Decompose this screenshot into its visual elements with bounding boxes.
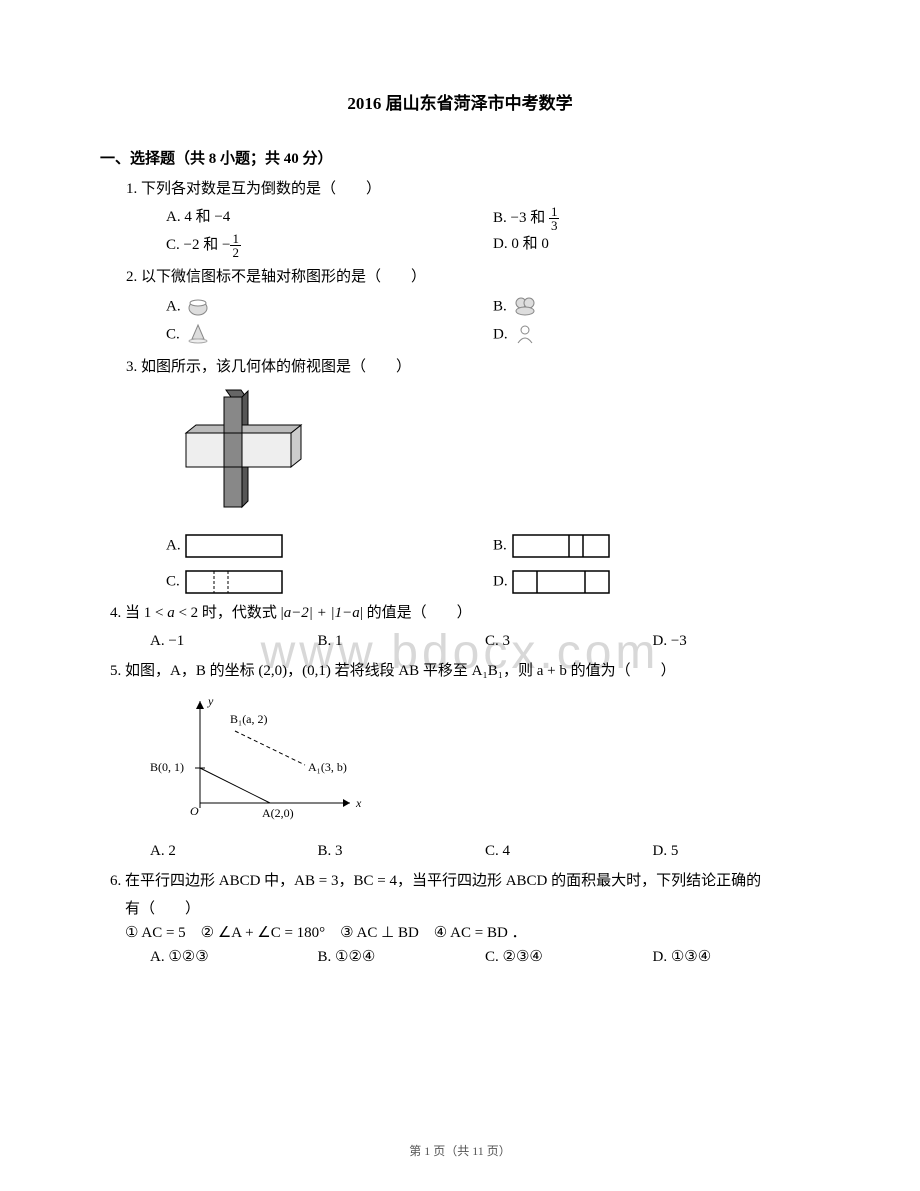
q4-opts: A. −1 B. 1 C. 3 D. −3 bbox=[150, 629, 820, 653]
q3-c-label: C. bbox=[166, 574, 180, 590]
q2-b-label: B. bbox=[493, 299, 507, 315]
q1-opt-a: A. 4 和 −4 bbox=[166, 205, 493, 232]
q3-opt-a: A. bbox=[166, 533, 493, 559]
q5-label-B: B(0, 1) bbox=[150, 760, 184, 774]
q1-row1: A. 4 和 −4 B. −3 和 13 bbox=[166, 205, 820, 232]
q5-label-A: A(2,0) bbox=[262, 806, 294, 820]
q1-row2: C. −2 和 −12 D. 0 和 0 bbox=[166, 232, 820, 259]
q3-a-label: A. bbox=[166, 538, 181, 554]
q5-graph-svg: O x y B(0, 1) A(2,0) B₁(a, 2) A₁(3, b) bbox=[140, 693, 380, 823]
q1-opt-d: D. 0 和 0 bbox=[493, 232, 820, 259]
q5-label-o: O bbox=[190, 804, 199, 818]
q2-text: 2. 以下微信图标不是轴对称图形的是（ ） bbox=[126, 265, 820, 289]
q2-row1: A. B. bbox=[166, 293, 820, 321]
q6-opt-b: B. ①②④ bbox=[318, 945, 486, 969]
q4-opt-d: D. −3 bbox=[653, 629, 821, 653]
q5-opt-b: B. 3 bbox=[318, 839, 486, 863]
q1-b-den: 3 bbox=[549, 219, 560, 232]
q5-opts: A. 2 B. 3 C. 4 D. 5 bbox=[150, 839, 820, 863]
q2-opt-a: A. bbox=[166, 293, 493, 321]
q3-b-label: B. bbox=[493, 538, 507, 554]
q4-opt-c: C. 3 bbox=[485, 629, 653, 653]
q6-line1-span: 6. 在平行四边形 ABCD 中，AB = 3，BC = 4，当平行四边形 AB… bbox=[110, 873, 761, 889]
question-3: 3. 如图所示，该几何体的俯视图是（ ） A. bbox=[126, 355, 820, 595]
q3-d-label: D. bbox=[493, 574, 508, 590]
q4-opt-b: B. 1 bbox=[318, 629, 486, 653]
q5-opt-a: A. 2 bbox=[150, 839, 318, 863]
page-footer: 第 1 页（共 11 页） bbox=[0, 1142, 920, 1161]
q4-opt-a: A. −1 bbox=[150, 629, 318, 653]
q2-row2: C. D. bbox=[166, 321, 820, 349]
q2-opt-d: D. bbox=[493, 321, 820, 349]
q6-opt-a: A. ①②③ bbox=[150, 945, 318, 969]
q1-c-num: 1 bbox=[230, 232, 241, 246]
zhong-3d-icon bbox=[166, 385, 316, 515]
q1-c-den: 2 bbox=[230, 246, 241, 259]
q1-b-pre: B. −3 和 bbox=[493, 210, 549, 226]
q2-d-label: D. bbox=[493, 327, 508, 343]
section-1-header: 一、选择题（共 8 小题；共 40 分） bbox=[100, 147, 820, 171]
q4-pre: 4. 当 1 < bbox=[110, 605, 167, 621]
page-content: 2016 届山东省菏泽市中考数学 一、选择题（共 8 小题；共 40 分） 1.… bbox=[100, 90, 820, 969]
question-1: 1. 下列各对数是互为倒数的是（ ） A. 4 和 −4 B. −3 和 13 … bbox=[126, 177, 820, 259]
q5-graph: O x y B(0, 1) A(2,0) B₁(a, 2) A₁(3, b) bbox=[140, 693, 820, 831]
q2-c-label: C. bbox=[166, 327, 180, 343]
q2-opt-b: B. bbox=[493, 293, 820, 321]
q4-expr: a−2| + |1−a bbox=[284, 605, 360, 621]
q4-var-a: a bbox=[167, 605, 175, 621]
question-2: 2. 以下微信图标不是轴对称图形的是（ ） A. B. C. bbox=[126, 265, 820, 349]
question-4: 4. 当 1 < a < 2 时，代数式 |a−2| + |1−a| 的值是（ … bbox=[110, 601, 820, 653]
q3-opt-b: B. bbox=[493, 533, 820, 559]
q6-opt-c: C. ②③④ bbox=[485, 945, 653, 969]
q1-opt-b: B. −3 和 13 bbox=[493, 205, 820, 232]
q6-line3: ① AC = 5 ② ∠A + ∠C = 180° ③ AC ⊥ BD ④ AC… bbox=[125, 921, 820, 945]
q3-row2: C. D. bbox=[166, 569, 820, 595]
q3-opt-b-svg bbox=[511, 533, 611, 559]
q5-opt-c: C. 4 bbox=[485, 839, 653, 863]
q3-opt-c: C. bbox=[166, 569, 493, 595]
person-icon bbox=[511, 321, 539, 349]
q3-figure bbox=[166, 385, 820, 523]
q2-opt-c: C. bbox=[166, 321, 493, 349]
q1-text: 1. 下列各对数是互为倒数的是（ ） bbox=[126, 177, 820, 201]
q4-mid: < 2 时，代数式 | bbox=[175, 605, 284, 621]
q3-opt-a-svg bbox=[184, 533, 284, 559]
q4-post: | 的值是（ ） bbox=[360, 605, 472, 621]
question-5: 5. 如图，A，B 的坐标 (2,0)，(0,1) 若将线段 AB 平移至 A₁… bbox=[110, 659, 820, 863]
q5-label-y: y bbox=[207, 694, 214, 708]
question-6: 6. 在平行四边形 ABCD 中，AB = 3，BC = 4，当平行四边形 AB… bbox=[110, 869, 820, 969]
q1-c-pre: C. −2 和 − bbox=[166, 237, 230, 253]
q2-a-label: A. bbox=[166, 299, 181, 315]
q6-opt-d: D. ①③④ bbox=[653, 945, 821, 969]
q5-text-span: 5. 如图，A，B 的坐标 (2,0)，(0,1) 若将线段 AB 平移至 A₁… bbox=[110, 663, 676, 679]
q3-opt-d: D. bbox=[493, 569, 820, 595]
q3-row1: A. B. bbox=[166, 533, 820, 559]
doc-title: 2016 届山东省菏泽市中考数学 bbox=[100, 90, 820, 117]
q5-label-x: x bbox=[355, 796, 362, 810]
q1-c-frac: 12 bbox=[230, 232, 241, 259]
q5-label-A1: A₁(3, b) bbox=[308, 760, 347, 774]
q1-b-frac: 13 bbox=[549, 205, 560, 232]
q3-text: 3. 如图所示，该几何体的俯视图是（ ） bbox=[126, 355, 820, 379]
q5-opt-d: D. 5 bbox=[653, 839, 821, 863]
q5-label-B1: B₁(a, 2) bbox=[230, 712, 268, 726]
q3-opt-d-svg bbox=[511, 569, 611, 595]
q6-opts: A. ①②③ B. ①②④ C. ②③④ D. ①③④ bbox=[150, 945, 820, 969]
bell-icon bbox=[184, 321, 212, 349]
q3-opt-c-svg bbox=[184, 569, 284, 595]
q1-b-num: 1 bbox=[549, 205, 560, 219]
q5-text: 5. 如图，A，B 的坐标 (2,0)，(0,1) 若将线段 AB 平移至 A₁… bbox=[110, 659, 820, 683]
q6-line2: 有（ ） bbox=[125, 897, 820, 921]
shake-icon bbox=[511, 293, 539, 321]
bowl-icon bbox=[184, 293, 212, 321]
q1-opt-c: C. −2 和 −12 bbox=[166, 232, 493, 259]
q6-line1: 6. 在平行四边形 ABCD 中，AB = 3，BC = 4，当平行四边形 AB… bbox=[110, 869, 820, 893]
q4-text: 4. 当 1 < a < 2 时，代数式 |a−2| + |1−a| 的值是（ … bbox=[110, 601, 820, 625]
